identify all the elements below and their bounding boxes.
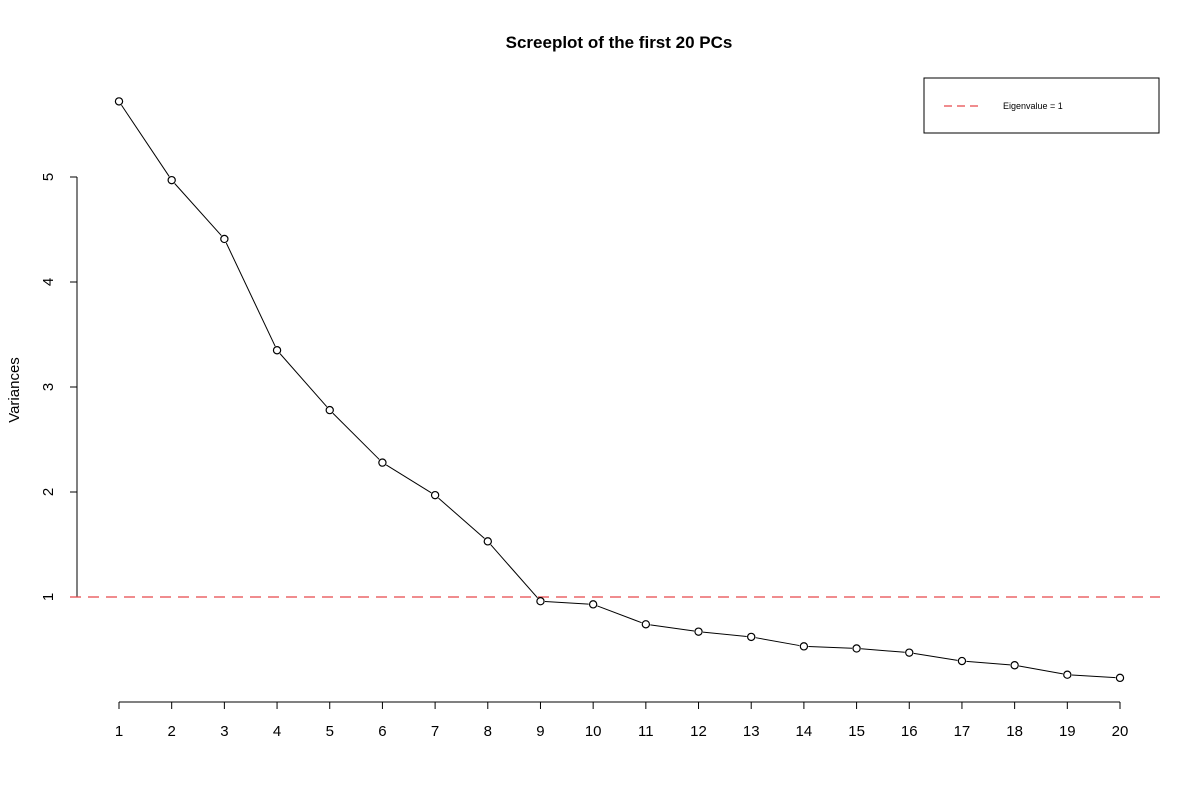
- series-segment: [385, 464, 432, 494]
- chart-title: Screeplot of the first 20 PCs: [506, 33, 733, 52]
- x-tick-label: 2: [168, 723, 176, 740]
- series-segment: [279, 353, 328, 408]
- x-tick-label: 12: [690, 723, 707, 740]
- y-tick-label: 1: [40, 593, 57, 601]
- data-point: [430, 490, 440, 500]
- series-segment: [597, 605, 642, 624]
- x-tick-label: 5: [326, 723, 334, 740]
- series-segment: [225, 242, 276, 347]
- series-segment: [544, 600, 589, 605]
- y-axis-label: Variances: [6, 357, 23, 423]
- series-segment: [702, 631, 747, 637]
- data-point: [114, 97, 124, 106]
- data-point: [905, 648, 914, 657]
- data-point: [325, 405, 334, 415]
- x-tick-label: 16: [901, 723, 918, 740]
- legend-label: Eigenvalue = 1: [1003, 101, 1063, 111]
- data-point: [272, 346, 282, 355]
- data-point: [1010, 661, 1019, 670]
- x-tick-label: 4: [273, 723, 281, 740]
- series-segment: [438, 497, 485, 539]
- y-axis-ticks: 1 2 3 4 5: [40, 173, 77, 601]
- data-point: [536, 597, 545, 606]
- data-point: [747, 632, 756, 642]
- x-tick-label: 8: [484, 723, 492, 740]
- data-point: [694, 627, 703, 636]
- series-segment: [966, 660, 1011, 666]
- series-segment: [121, 104, 170, 177]
- series-segment: [174, 183, 222, 236]
- y-tick-label: 3: [40, 383, 57, 391]
- series-segment: [861, 648, 905, 653]
- x-tick-label: 11: [638, 723, 654, 740]
- series-segment: [1071, 674, 1116, 679]
- x-tick-label: 18: [1006, 723, 1023, 740]
- y-tick-label: 4: [40, 278, 57, 286]
- data-point: [1115, 673, 1125, 683]
- data-point: [957, 656, 967, 666]
- legend: Eigenvalue = 1: [923, 77, 1160, 134]
- x-tick-label: 20: [1112, 723, 1129, 740]
- y-tick-label: 2: [40, 488, 57, 496]
- x-tick-label: 1: [115, 723, 123, 740]
- series-segment: [490, 544, 538, 599]
- data-point: [378, 458, 387, 467]
- series-segment: [755, 637, 800, 647]
- data-point: [799, 642, 809, 651]
- data-point: [220, 234, 229, 244]
- x-tick-label: 6: [378, 723, 386, 740]
- data-point: [1063, 670, 1072, 679]
- series-segment: [1018, 665, 1063, 675]
- x-tick-label: 19: [1059, 723, 1076, 740]
- x-tick-label: 15: [848, 723, 865, 740]
- x-tick-label: 13: [743, 723, 760, 740]
- x-tick-label: 10: [585, 723, 602, 740]
- data-point: [483, 537, 492, 546]
- data-point: [167, 175, 176, 185]
- series-segment: [808, 646, 853, 649]
- series-segment: [332, 412, 380, 460]
- data-point: [641, 620, 651, 629]
- x-tick-label: 3: [220, 723, 228, 740]
- series-segment: [913, 652, 958, 661]
- x-tick-label: 14: [796, 723, 813, 740]
- data-point: [852, 644, 861, 653]
- data-points: [114, 97, 1125, 683]
- x-tick-label: 17: [954, 723, 971, 740]
- series-segment: [650, 624, 695, 632]
- x-tick-label: 7: [431, 723, 439, 740]
- x-axis-ticks: 1 2 3 4 5 6 7 8 9 10 11 12 13 14 15 16 17 18 19 20: [115, 702, 1129, 740]
- y-tick-label: 5: [40, 173, 57, 181]
- x-tick-label: 9: [536, 723, 544, 740]
- data-point: [588, 600, 598, 609]
